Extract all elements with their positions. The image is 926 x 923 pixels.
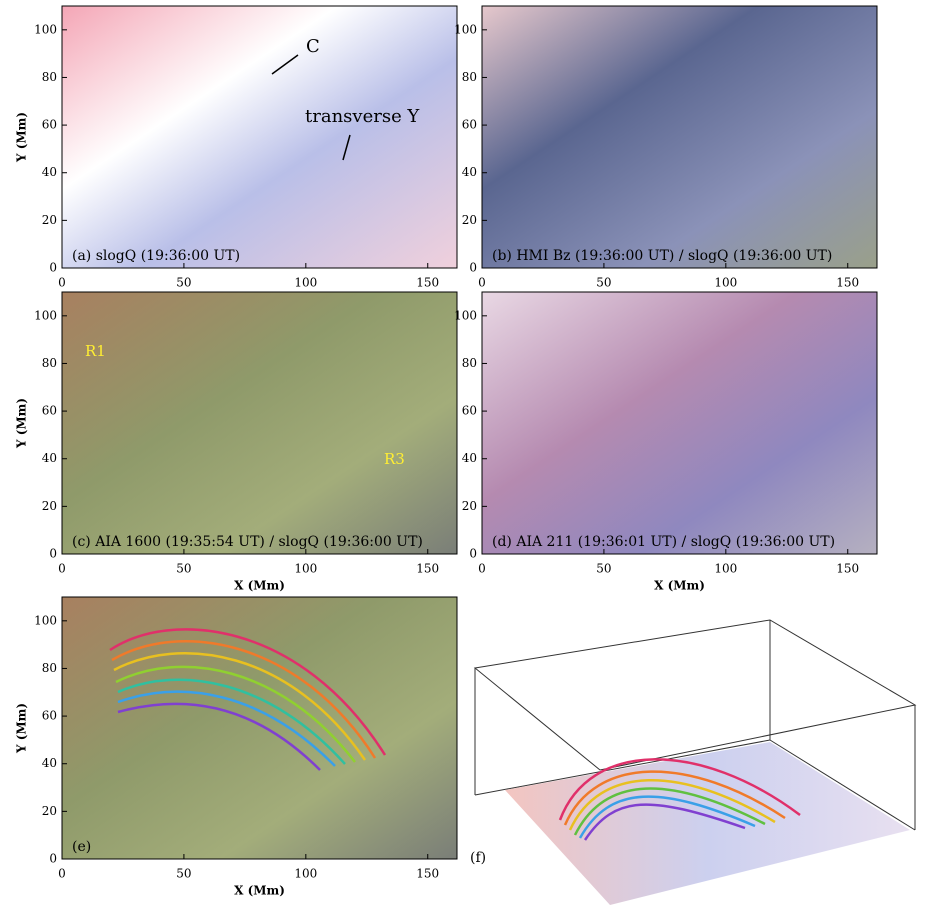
y-tick-label: 0	[49, 852, 57, 866]
y-tick-label: 40	[42, 165, 57, 179]
y-tick-label: 40	[462, 451, 477, 465]
y-tick-label: 20	[42, 213, 57, 227]
x-tick-label: 100	[714, 562, 737, 576]
x-tick-label: 50	[176, 867, 191, 881]
y-tick-label: 80	[462, 70, 477, 84]
y-tick-label: 60	[42, 118, 57, 132]
y-tick-label: 0	[49, 261, 57, 275]
y-tick-label: 100	[34, 613, 57, 627]
y-axis-label: Y (Mm)	[15, 703, 29, 754]
image	[61, 291, 458, 555]
y-tick-label: 80	[42, 356, 57, 370]
x-tick-label: 150	[416, 562, 439, 576]
x-tick-label: 0	[58, 562, 66, 576]
x-tick-label: 100	[714, 276, 737, 290]
y-tick-label: 20	[462, 499, 477, 513]
x-axis-label: X (Mm)	[234, 579, 285, 593]
x-tick-label: 0	[58, 276, 66, 290]
image	[61, 5, 458, 269]
annotation: C	[306, 36, 320, 57]
x-tick-label: 150	[836, 276, 859, 290]
x-tick-label: 100	[294, 562, 317, 576]
panel-label: (f)	[470, 850, 486, 866]
panel-label: (e)	[72, 839, 91, 855]
annotation: R1	[85, 342, 106, 360]
panel-label: (d) AIA 211 (19:36:01 UT) / slogQ (19:36…	[492, 534, 835, 550]
y-tick-label: 40	[462, 165, 477, 179]
y-tick-label: 60	[462, 118, 477, 132]
x-tick-label: 100	[294, 867, 317, 881]
x-axis-label: X (Mm)	[654, 579, 705, 593]
annotation: transverse Y	[305, 106, 420, 127]
x-axis-label: X (Mm)	[234, 884, 285, 898]
x-tick-label: 0	[478, 562, 486, 576]
panel-label: (c) AIA 1600 (19:35:54 UT) / slogQ (19:3…	[72, 534, 423, 550]
y-tick-label: 60	[462, 404, 477, 418]
y-tick-label: 60	[42, 404, 57, 418]
y-tick-label: 0	[49, 547, 57, 561]
box-3d	[473, 619, 917, 831]
image	[481, 5, 878, 269]
y-tick-label: 20	[42, 499, 57, 513]
y-tick-label: 0	[469, 547, 477, 561]
y-tick-label: 100	[454, 308, 477, 322]
y-tick-label: 40	[42, 451, 57, 465]
x-tick-label: 150	[836, 562, 859, 576]
field-lines-3d	[558, 758, 801, 841]
x-tick-label: 150	[416, 867, 439, 881]
y-tick-label: 0	[469, 261, 477, 275]
arrow	[271, 54, 299, 75]
x-tick-label: 50	[176, 276, 191, 290]
x-tick-label: 100	[294, 276, 317, 290]
image	[61, 596, 458, 860]
y-tick-label: 100	[34, 308, 57, 322]
panel-label: (b) HMI Bz (19:36:00 UT) / slogQ (19:36:…	[492, 248, 832, 264]
x-tick-label: 150	[416, 276, 439, 290]
annotation: R3	[384, 450, 405, 468]
y-tick-label: 100	[454, 22, 477, 36]
panel-label: (a) slogQ (19:36:00 UT)	[72, 248, 240, 264]
x-tick-label: 50	[176, 562, 191, 576]
y-tick-label: 80	[42, 661, 57, 675]
y-axis-label: Y (Mm)	[15, 112, 29, 163]
y-tick-label: 60	[42, 709, 57, 723]
y-tick-label: 100	[34, 22, 57, 36]
y-tick-label: 40	[42, 756, 57, 770]
y-tick-label: 20	[42, 804, 57, 818]
y-tick-label: 80	[42, 70, 57, 84]
y-axis-label: Y (Mm)	[15, 398, 29, 449]
image	[481, 291, 878, 555]
x-tick-label: 50	[596, 562, 611, 576]
x-tick-label: 50	[596, 276, 611, 290]
x-tick-label: 0	[478, 276, 486, 290]
x-tick-label: 0	[58, 867, 66, 881]
y-tick-label: 20	[462, 213, 477, 227]
field-lines	[109, 628, 387, 771]
y-tick-label: 80	[462, 356, 477, 370]
arrow	[342, 134, 351, 161]
